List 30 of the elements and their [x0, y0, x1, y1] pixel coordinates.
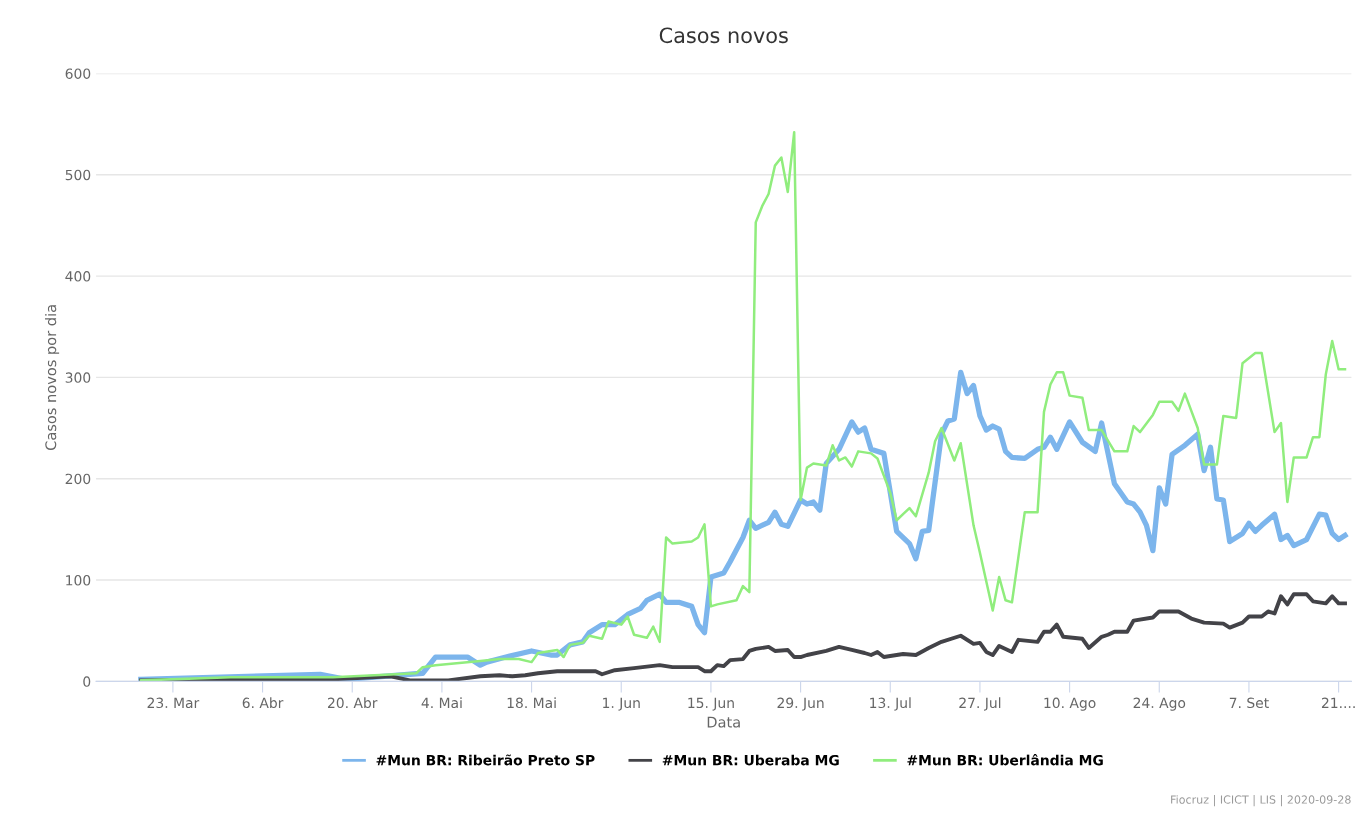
- x-tick-label: 20. Abr: [327, 697, 378, 709]
- x-tick-label: 4. Mai: [421, 697, 462, 709]
- x-tick-label: 10. Ago: [1044, 697, 1096, 711]
- x-tick-label: 24. Ago: [1133, 697, 1186, 711]
- line-series: [139, 130, 1347, 682]
- x-tick-label: 27. Jul: [959, 697, 1001, 711]
- legend-label: #Mun BR: Uberlândia MG: [907, 754, 1103, 766]
- x-tick-label: 21....: [1321, 697, 1355, 708]
- y-tick-label: 600: [65, 68, 91, 79]
- y-tick-label: 400: [65, 271, 91, 282]
- text: Fiocruz | ICICT | LIS | 2020-09-28: [1171, 795, 1351, 807]
- x-tick-label: 1. Jun: [603, 697, 640, 711]
- x-tick-label: 6. Abr: [242, 697, 284, 709]
- line-series: [138, 592, 1347, 682]
- y-axis-title: Casos novos por dia: [45, 305, 60, 451]
- y-tick-label: 100: [66, 575, 91, 586]
- chart-title: Casos novos: [659, 27, 788, 44]
- x-tick-label: 7. Set: [1229, 697, 1269, 709]
- legend-label: #Mun BR: Ribeirão Preto SP: [376, 754, 595, 766]
- x-tick-label: 15. Jun: [688, 697, 734, 711]
- x-tick-label: 29. Jun: [777, 697, 824, 711]
- legend-label: #Mun BR: Uberaba MG: [662, 754, 839, 766]
- x-axis-title: Data: [707, 716, 740, 728]
- x-tick-label: 13. Jul: [870, 697, 911, 711]
- y-tick-label: 0: [83, 676, 91, 687]
- x-tick-label: 23. Mar: [147, 697, 200, 709]
- y-tick-label: 200: [65, 473, 91, 485]
- y-tick-label: 500: [65, 169, 91, 181]
- x-tick-label: 18. Mai: [507, 697, 556, 709]
- y-tick-label: 300: [65, 372, 91, 383]
